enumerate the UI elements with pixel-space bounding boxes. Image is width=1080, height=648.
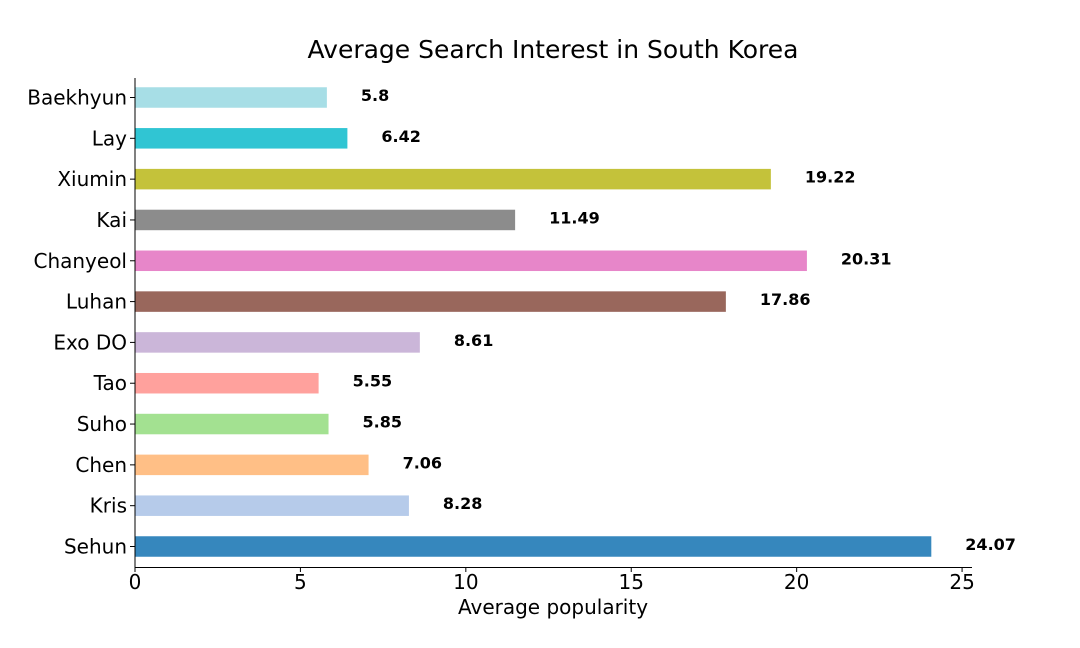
y-tick-label-kai: Kai <box>96 208 127 232</box>
x-tick-label-5: 5 <box>294 570 307 594</box>
value-labels-group: 24.07 8.28 7.06 5.85 5.55 8.61 17.86 20.31 11.49… <box>353 86 1016 554</box>
value-label-xiumin: 19.22 <box>805 168 856 187</box>
bars-group <box>135 87 932 557</box>
x-tick-label-15: 15 <box>619 570 644 594</box>
bar-suho <box>135 413 329 435</box>
y-tick-label-tao: Tao <box>93 371 127 395</box>
x-axis: 0 5 10 15 20 25 <box>129 567 975 594</box>
y-axis: Sehun Kris Chen Suho Tao Exo DO Luhan Chanyeol K… <box>27 86 135 559</box>
value-label-tao: 5.55 <box>353 372 392 391</box>
x-tick-label-25: 25 <box>949 570 974 594</box>
value-label-chen: 7.06 <box>403 453 442 472</box>
value-label-exo-do: 8.61 <box>454 331 493 350</box>
bar-tao <box>135 372 319 394</box>
x-tick-label-20: 20 <box>784 570 809 594</box>
bar-lay <box>135 128 348 149</box>
y-tick-label-sehun: Sehun <box>64 535 127 559</box>
y-tick-label-lay: Lay <box>92 126 127 150</box>
value-label-baekhyun: 5.8 <box>361 86 389 105</box>
bar-kris <box>135 495 409 516</box>
bar-sehun <box>135 536 932 557</box>
x-axis-label: Average popularity <box>458 595 648 619</box>
y-tick-label-exo-do: Exo DO <box>53 330 127 354</box>
bar-baekhyun <box>135 87 327 108</box>
y-tick-label-baekhyun: Baekhyun <box>27 86 127 110</box>
y-tick-label-chen: Chen <box>75 453 127 477</box>
bar-luhan <box>135 291 726 312</box>
y-tick-label-xiumin: Xiumin <box>57 167 127 191</box>
bar-xiumin <box>135 168 771 190</box>
y-tick-label-chanyeol: Chanyeol <box>33 249 127 273</box>
chart-title: Average Search Interest in South Korea <box>308 35 799 64</box>
value-label-kris: 8.28 <box>443 494 482 513</box>
value-label-suho: 5.85 <box>363 413 402 432</box>
value-label-luhan: 17.86 <box>760 290 811 309</box>
y-tick-label-kris: Kris <box>90 494 127 518</box>
value-label-lay: 6.42 <box>381 127 420 146</box>
value-label-sehun: 24.07 <box>965 535 1016 554</box>
y-tick-label-suho: Suho <box>77 412 127 436</box>
bar-chanyeol <box>135 250 807 272</box>
value-label-chanyeol: 20.31 <box>841 249 892 268</box>
y-tick-label-luhan: Luhan <box>66 290 127 314</box>
x-tick-label-0: 0 <box>129 570 142 594</box>
bar-exo-do <box>135 332 420 353</box>
x-tick-label-10: 10 <box>453 570 478 594</box>
value-label-kai: 11.49 <box>549 208 600 227</box>
bar-chen <box>135 454 369 476</box>
bar-kai <box>135 209 516 231</box>
